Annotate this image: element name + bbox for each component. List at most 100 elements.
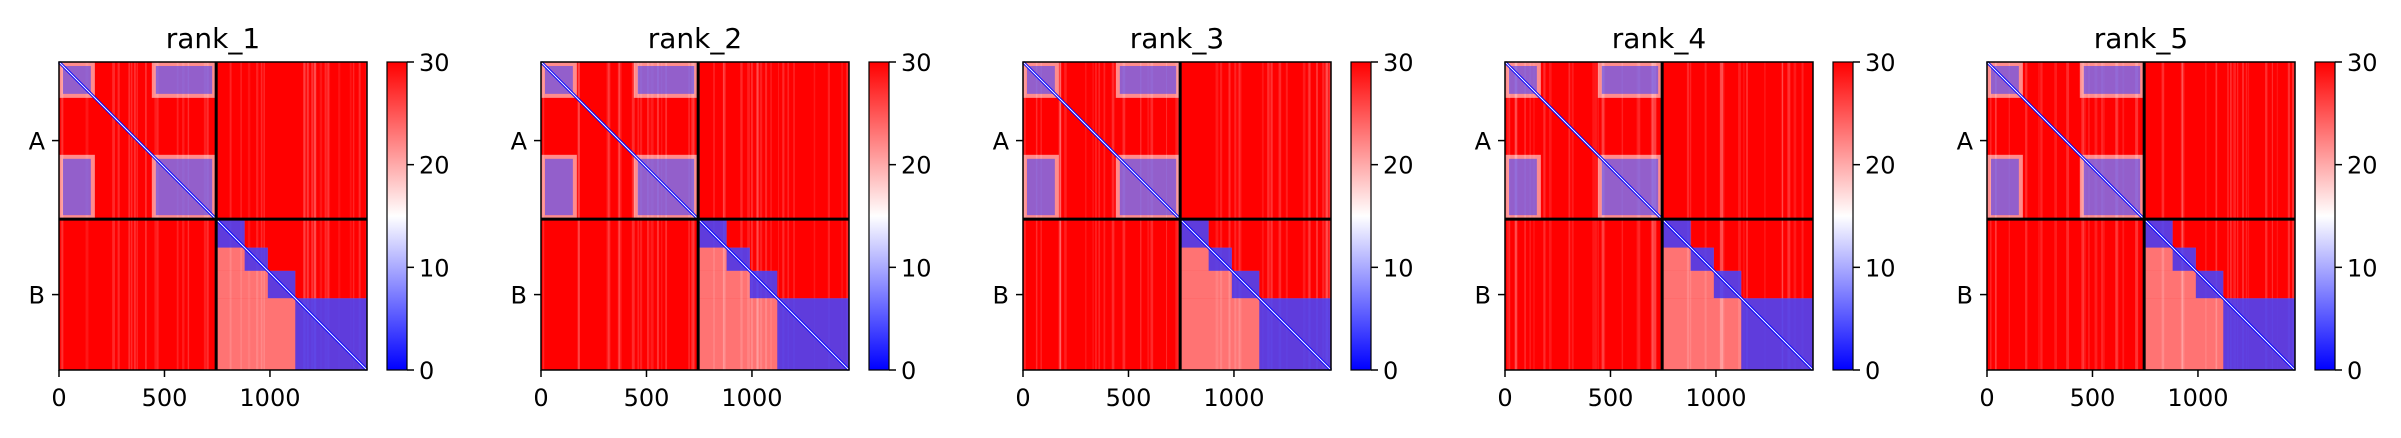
heatmap-diagonal-highlight	[1022, 61, 1332, 371]
colorbar-tick-label: 20	[419, 152, 450, 180]
heatmap-streak	[2215, 62, 2218, 370]
heatmap-streak	[133, 62, 136, 370]
heatmap-streak	[1064, 62, 1067, 370]
y-tick-label: B	[993, 282, 1009, 310]
heatmap-streak	[306, 62, 309, 370]
heatmap-block	[1991, 158, 2019, 216]
heatmap-streak	[2040, 62, 2043, 370]
heatmap-streak	[256, 62, 259, 370]
colorbar	[1833, 62, 1853, 370]
heatmap-streak	[631, 62, 635, 370]
x-tick-label: 0	[1497, 384, 1512, 412]
colorbar-tick-label: 30	[1865, 49, 1896, 77]
heatmap-streak	[338, 62, 341, 370]
colorbar-tick-label: 10	[2347, 254, 2378, 282]
heatmap-streak	[1720, 62, 1723, 370]
heatmap-streak	[2054, 62, 2057, 370]
heatmap-streak	[1095, 62, 1097, 370]
heatmap-streak	[117, 62, 120, 370]
heatmap-streak	[1592, 62, 1596, 370]
x-tick-label: 1000	[2167, 384, 2228, 412]
y-tick-label: A	[511, 128, 528, 156]
heatmap-streak	[1239, 62, 1242, 370]
heatmap-streak	[777, 62, 780, 370]
heatmap-diagonal-highlight	[1986, 61, 2296, 371]
heatmap-streak	[130, 62, 133, 370]
y-tick-label: B	[1475, 282, 1491, 310]
heatmap-streak	[827, 62, 831, 370]
heatmap-streak	[1568, 62, 1571, 370]
colorbar-tick-label: 30	[901, 49, 932, 77]
heatmap-streak	[759, 62, 763, 370]
x-tick-label: 1000	[1685, 384, 1746, 412]
heatmap-panel-5: rank_5 0 500 1000 A B 0 10 20 30	[1957, 22, 2378, 412]
heatmap-block	[1509, 158, 1537, 216]
colorbar-tick-label: 0	[1383, 357, 1398, 385]
heatmap-streak	[2233, 62, 2236, 370]
colorbar	[2315, 62, 2335, 370]
heatmap-streak	[1278, 62, 1282, 370]
heatmap-streak	[756, 62, 759, 370]
heatmap-streak	[1059, 62, 1062, 370]
heatmap-streak	[1085, 62, 1087, 370]
heatmap-streak	[128, 62, 131, 370]
panel-title: rank_4	[1612, 22, 1706, 55]
heatmap-streak	[793, 62, 795, 370]
heatmap-streak	[1270, 62, 1273, 370]
heatmap-streak	[229, 62, 232, 370]
colorbar-tick-label: 10	[901, 254, 932, 282]
heatmap-streak	[765, 62, 768, 370]
heatmap-streak	[306, 62, 310, 370]
heatmap-streak	[740, 62, 743, 370]
heatmap-streak	[247, 62, 251, 370]
heatmap-streak	[1325, 62, 1328, 370]
heatmap-streak	[1704, 62, 1707, 370]
heatmap-streak	[577, 62, 580, 370]
heatmap-streak	[240, 62, 242, 370]
heatmap-streak	[770, 62, 772, 370]
heatmap-streak	[1315, 62, 1319, 370]
heatmap-block	[1027, 158, 1055, 216]
heatmap-block	[1119, 66, 1177, 94]
y-tick-label: B	[1957, 282, 1973, 310]
heatmap-streak	[713, 62, 715, 370]
heatmap-streak	[327, 62, 330, 370]
heatmap-panel-2: rank_2 0 500 1000 A B 0 10 20 30	[511, 22, 932, 412]
x-tick-label: 500	[142, 384, 188, 412]
colorbar-frame	[1832, 61, 1854, 371]
heatmap-streak	[112, 62, 115, 370]
heatmap-block	[63, 158, 91, 216]
heatmap-streak	[349, 62, 352, 370]
heatmap-streak	[263, 62, 265, 370]
x-tick-label: 0	[1015, 384, 1030, 412]
heatmap-streak	[1111, 62, 1115, 370]
heatmap-streak	[1309, 62, 1311, 370]
heatmap-streak	[1234, 62, 1237, 370]
colorbar-tick-label: 0	[901, 357, 916, 385]
x-tick-label: 0	[1979, 384, 1994, 412]
colorbar-tick-label: 20	[1383, 152, 1414, 180]
plot-frame	[58, 61, 368, 371]
heatmap-streak	[260, 62, 263, 370]
heatmap-streak	[1686, 62, 1690, 370]
heatmap-streak	[352, 62, 355, 370]
plot-frame	[540, 61, 850, 371]
heatmap-streak	[1801, 62, 1804, 370]
y-tick-label: A	[993, 128, 1010, 156]
heatmap-streak	[2215, 62, 2217, 370]
heatmap-diagonal-highlight	[58, 61, 368, 371]
heatmap-streak	[1307, 62, 1310, 370]
heatmap-streak	[1302, 62, 1306, 370]
heatmap-streak	[313, 62, 317, 370]
heatmap-streak	[813, 62, 816, 370]
heatmap-streak	[303, 62, 307, 370]
heatmap-block	[2083, 66, 2141, 94]
y-tick-label: A	[29, 128, 46, 156]
heatmap-streak	[145, 62, 147, 370]
colorbar	[869, 62, 889, 370]
heatmap-streak	[303, 62, 305, 370]
heatmap-block	[1601, 66, 1659, 94]
colorbar-tick-label: 10	[1865, 254, 1896, 282]
heatmap-streak	[1237, 62, 1241, 370]
heatmap-streak	[1782, 62, 1784, 370]
